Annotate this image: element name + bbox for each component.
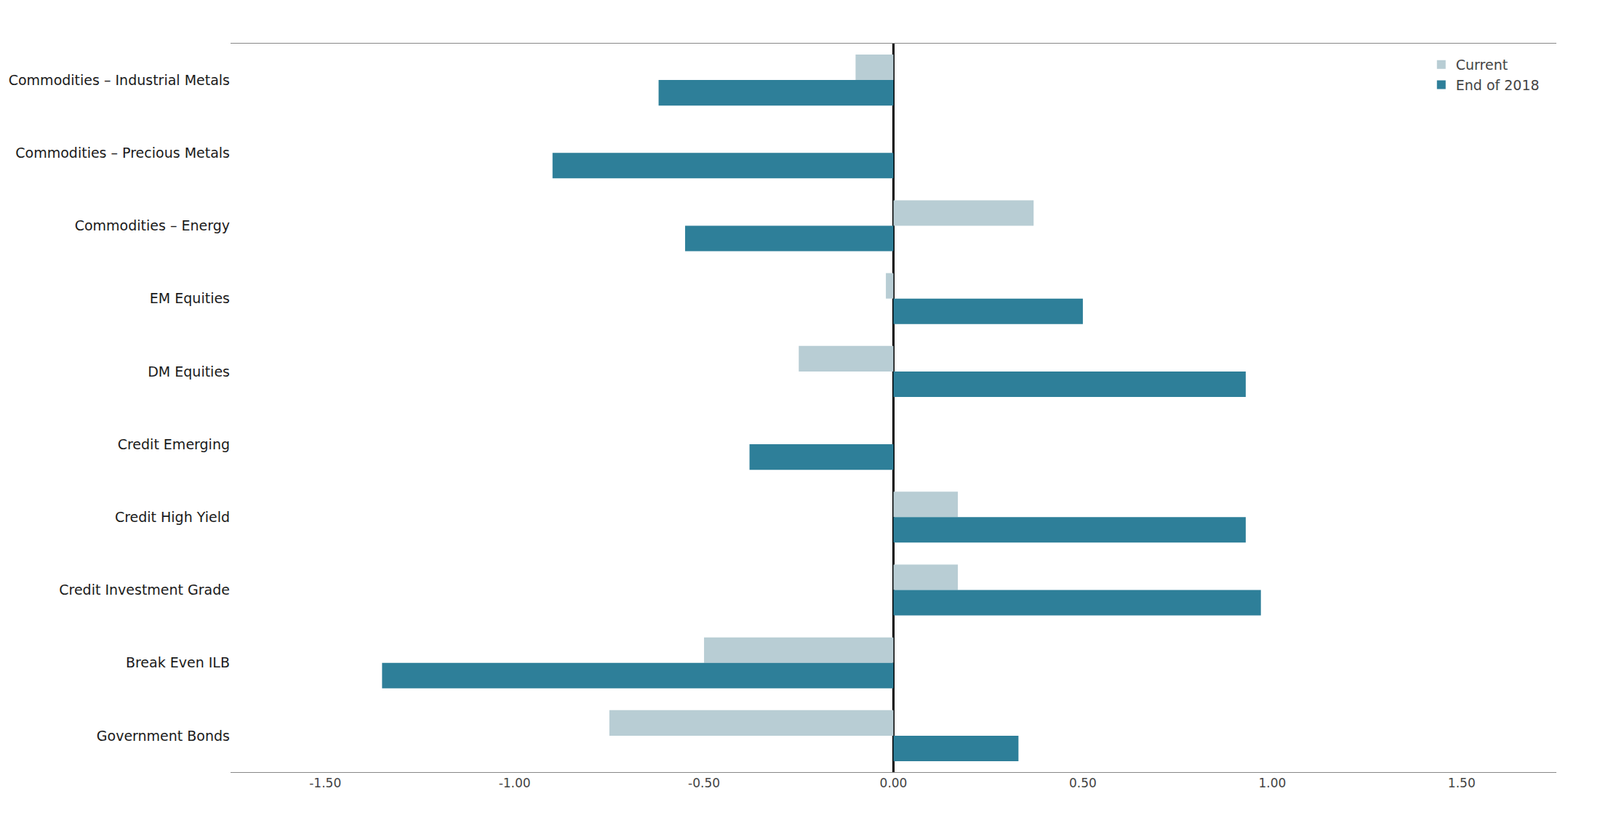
svg-text:-0.50: -0.50	[688, 776, 720, 791]
svg-text:EM Equities: EM Equities	[149, 290, 230, 307]
svg-text:Credit High Yield: Credit High Yield	[114, 509, 230, 526]
svg-text:End of 2018: End of 2018	[1456, 77, 1540, 94]
svg-text:DM Equities: DM Equities	[147, 363, 230, 380]
svg-text:Government Bonds: Government Bonds	[96, 728, 230, 744]
svg-text:-1.50: -1.50	[309, 776, 342, 791]
svg-text:1.50: 1.50	[1448, 776, 1476, 791]
svg-text:0.00: 0.00	[880, 776, 908, 791]
svg-text:Commodities – Precious Metals: Commodities – Precious Metals	[15, 144, 230, 161]
svg-text:Current: Current	[1456, 56, 1508, 73]
svg-text:Commodities – Energy: Commodities – Energy	[74, 217, 230, 234]
svg-text:0.50: 0.50	[1069, 776, 1097, 791]
svg-text:Credit Emerging: Credit Emerging	[117, 436, 230, 453]
svg-text:-1.00: -1.00	[498, 776, 531, 791]
svg-text:Commodities – Industrial Metal: Commodities – Industrial Metals	[8, 72, 230, 88]
svg-text:Break Even ILB: Break Even ILB	[125, 654, 230, 671]
svg-text:Credit Investment Grade: Credit Investment Grade	[58, 581, 230, 598]
svg-text:1.00: 1.00	[1258, 776, 1286, 791]
